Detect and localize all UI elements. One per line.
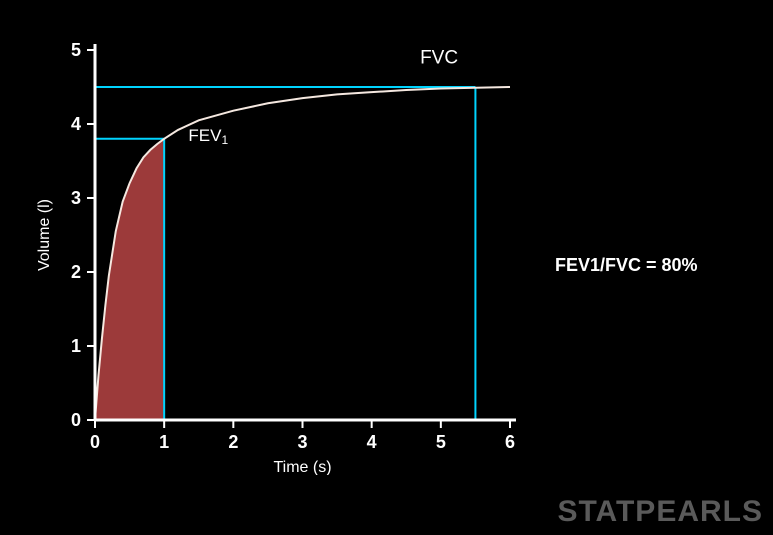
y-tick-label: 2 <box>71 262 81 282</box>
x-tick-label: 1 <box>159 432 169 452</box>
watermark: STATPEARLS <box>557 495 763 529</box>
x-tick-label: 4 <box>367 432 377 452</box>
x-tick-label: 3 <box>297 432 307 452</box>
y-tick-label: 3 <box>71 188 81 208</box>
x-axis-label: Time (s) <box>273 459 331 475</box>
y-tick-label: 1 <box>71 336 81 356</box>
y-tick-label: 0 <box>71 410 81 430</box>
x-tick-label: 5 <box>436 432 446 452</box>
ratio-text: FEV1/FVC = 80% <box>555 255 698 276</box>
chart-svg: 0 1 2 3 4 5 6 0 1 2 3 4 5 Time (s) Volume (l) FVC FEV1 <box>35 35 525 475</box>
y-axis-label: Volume (l) <box>36 199 53 271</box>
fev1-label: FEV1 <box>188 126 228 147</box>
x-tick-label: 6 <box>505 432 515 452</box>
fvc-label: FVC <box>420 47 458 68</box>
x-tick-label: 0 <box>90 432 100 452</box>
y-tick-label: 5 <box>71 40 81 60</box>
spirometry-chart: 0 1 2 3 4 5 6 0 1 2 3 4 5 Time (s) Volume (l) FVC FEV1 <box>35 35 525 475</box>
x-tick-label: 2 <box>228 432 238 452</box>
y-tick-label: 4 <box>71 114 81 134</box>
